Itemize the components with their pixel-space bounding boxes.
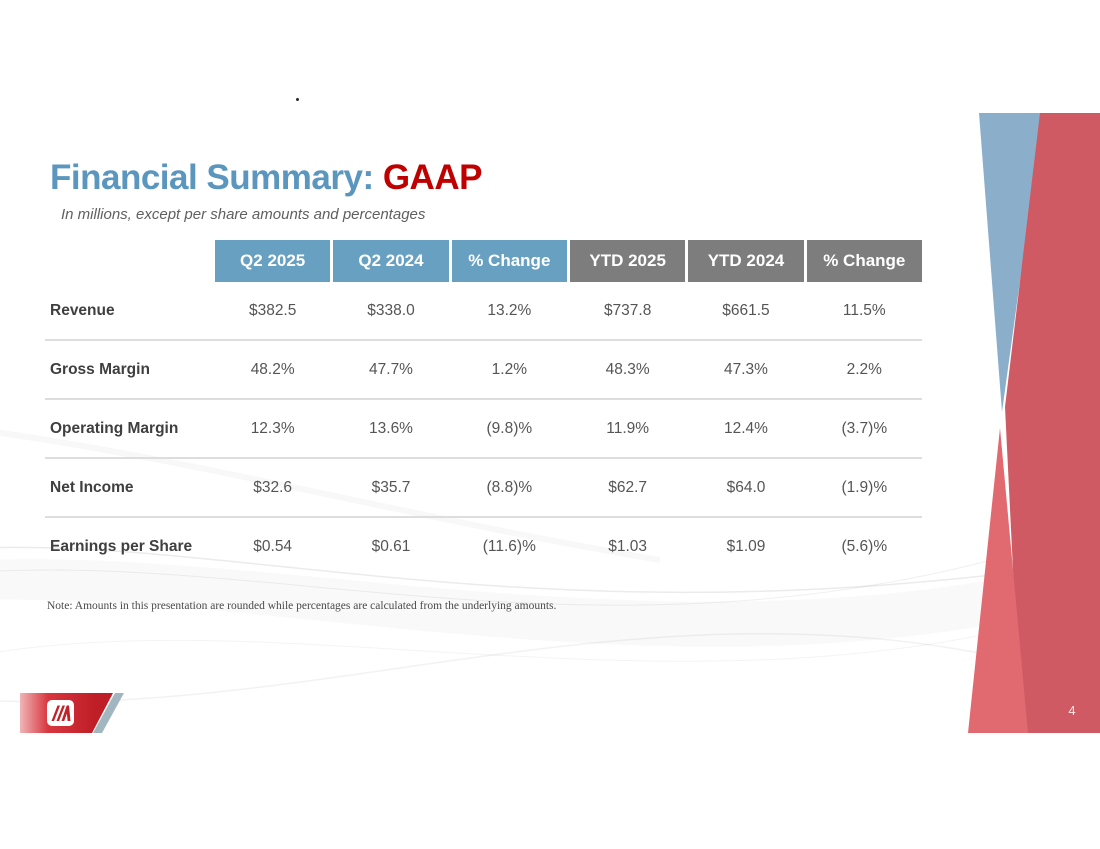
cell-value: $1.03 — [608, 537, 648, 555]
header-cell-q2-2024: Q2 2024 — [333, 240, 449, 282]
header-cell-q-change: % Change — [451, 240, 567, 282]
row-label: Net Income — [50, 478, 134, 496]
cell-value: (3.7)% — [841, 419, 888, 437]
decor-red-main — [1005, 113, 1100, 733]
cell-value: 48.3% — [605, 360, 650, 378]
cell-value: 1.2% — [491, 360, 527, 378]
cell-value: $0.61 — [371, 537, 411, 555]
decor-blue-wedge — [979, 113, 1043, 412]
cell-value: (5.6)% — [841, 537, 888, 555]
cell-value: 12.3% — [250, 419, 295, 437]
cell-value: $661.5 — [722, 301, 770, 319]
cell-value: 47.7% — [369, 360, 413, 378]
cell-value: 13.6% — [369, 419, 413, 437]
logo-m-glyph — [51, 705, 71, 721]
row-label: Revenue — [50, 301, 115, 319]
slide-title: Financial Summary: GAAP — [50, 158, 482, 198]
table-row-revenue: Revenue $382.5 $338.0 13.2% $737.8 $661.… — [45, 282, 922, 339]
cell-value: 12.4% — [724, 419, 768, 437]
cell-value: (8.8)% — [486, 478, 533, 496]
cell-value: (1.9)% — [841, 478, 888, 496]
table-row-net-income: Net Income $32.6 $35.7 (8.8)% $62.7 $64.… — [45, 457, 922, 516]
decor-red-light-wedge — [968, 428, 1028, 733]
cell-value: 47.3% — [724, 360, 768, 378]
table-header-row: Q2 2025 Q2 2024 % Change YTD 2025 YTD 20… — [215, 240, 922, 282]
cell-value: 48.2% — [250, 360, 295, 378]
cell-value: 2.2% — [846, 360, 882, 378]
row-label: Gross Margin — [50, 360, 150, 378]
cell-value: 11.9% — [606, 419, 650, 437]
company-logo-m-icon — [20, 693, 124, 733]
header-cell-ytd-change: % Change — [806, 240, 922, 282]
stray-dot — [296, 98, 299, 101]
slide-title-main: Financial Summary: — [50, 158, 383, 197]
row-label: Earnings per Share — [50, 537, 193, 555]
header-cell-ytd-2025: YTD 2025 — [569, 240, 686, 282]
cell-value: $338.0 — [367, 301, 415, 319]
cell-value: $32.6 — [253, 478, 293, 496]
cell-value: $0.54 — [253, 537, 293, 555]
cell-value: $62.7 — [608, 478, 648, 496]
row-label: Operating Margin — [50, 419, 179, 437]
cell-value: (11.6)% — [482, 537, 536, 555]
header-cell-q2-2025: Q2 2025 — [215, 240, 331, 282]
table-row-operating-margin: Operating Margin 12.3% 13.6% (9.8)% 11.9… — [45, 398, 922, 457]
cell-value: $1.09 — [726, 537, 766, 555]
slide-subtitle: In millions, except per share amounts an… — [61, 206, 426, 223]
cell-value: $64.0 — [726, 478, 766, 496]
page-number: 4 — [1068, 703, 1076, 718]
cell-value: 13.2% — [487, 301, 532, 319]
logo-slash — [93, 693, 124, 733]
cell-value: $737.8 — [603, 301, 652, 319]
footnote: Note: Amounts in this presentation are r… — [47, 600, 557, 612]
cell-value: (9.8)% — [486, 419, 533, 437]
table-row-eps: Earnings per Share $0.54 $0.61 (11.6)% $… — [45, 516, 922, 575]
cell-value: 11.5% — [842, 301, 886, 319]
cell-value: $382.5 — [248, 301, 297, 319]
table-row-gross-margin: Gross Margin 48.2% 47.7% 1.2% 48.3% 47.3… — [45, 339, 922, 398]
slide-title-accent: GAAP — [382, 158, 483, 197]
financial-table: Q2 2025 Q2 2024 % Change YTD 2025 YTD 20… — [45, 240, 922, 575]
cell-value: $35.7 — [371, 478, 411, 496]
header-cell-ytd-2024: YTD 2024 — [688, 240, 804, 282]
